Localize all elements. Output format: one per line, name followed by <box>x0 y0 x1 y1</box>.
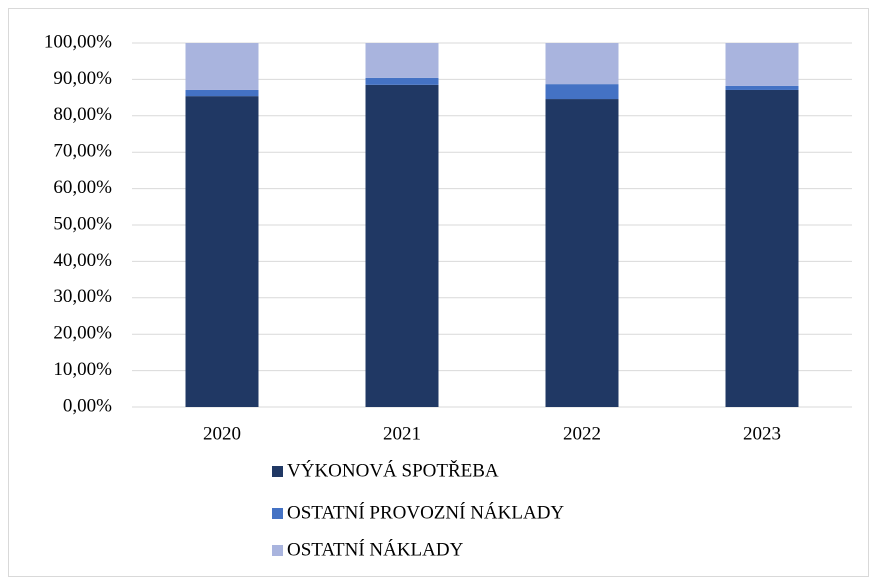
y-tick-label: 0,00% <box>63 395 112 416</box>
bar-segment <box>545 84 619 100</box>
y-tick-label: 80,00% <box>53 104 112 125</box>
legend-swatch <box>272 508 283 519</box>
x-tick-label: 2021 <box>383 423 421 444</box>
y-tick-label: 40,00% <box>53 250 112 271</box>
legend-label: VÝKONOVÁ SPOTŘEBA <box>287 459 499 481</box>
chart-frame <box>8 8 869 577</box>
bar-segment <box>725 89 799 408</box>
x-tick-label: 2023 <box>743 423 781 444</box>
y-tick-label: 10,00% <box>53 359 112 380</box>
bar-segment <box>545 99 619 407</box>
y-tick-label: 90,00% <box>53 68 112 89</box>
legend-swatch <box>272 466 283 477</box>
legend-label: OSTATNÍ PROVOZNÍ NÁKLADY <box>287 501 564 523</box>
x-tick-label: 2020 <box>203 423 241 444</box>
y-tick-label: 30,00% <box>53 286 112 307</box>
bar-segment <box>185 43 259 90</box>
bar-segment <box>365 84 439 408</box>
x-tick-label: 2022 <box>563 423 601 444</box>
y-tick-label: 50,00% <box>53 213 112 234</box>
bar-segment <box>725 85 799 90</box>
bar-segment <box>185 89 259 97</box>
bar-segment <box>365 77 439 85</box>
y-tick-label: 20,00% <box>53 323 112 344</box>
bar-segment <box>545 43 619 85</box>
y-tick-label: 70,00% <box>53 141 112 162</box>
bar-segment <box>365 43 439 78</box>
legend-label: OSTATNÍ NÁKLADY <box>287 538 464 560</box>
bar-segment <box>725 43 799 86</box>
legend-swatch <box>272 545 283 556</box>
bar-segment <box>185 96 259 408</box>
y-tick-label: 60,00% <box>53 177 112 198</box>
y-tick-label: 100,00% <box>44 31 112 52</box>
